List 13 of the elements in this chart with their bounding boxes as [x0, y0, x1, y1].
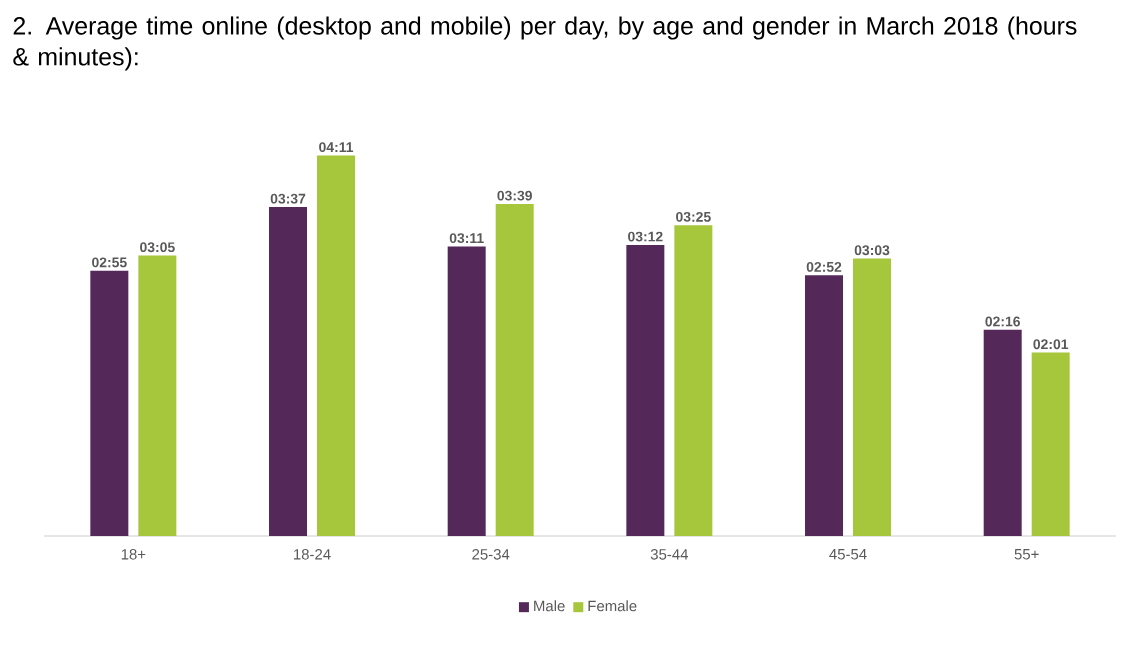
bar	[1031, 352, 1070, 536]
bar	[983, 329, 1022, 536]
bar	[805, 275, 844, 536]
bar	[317, 155, 356, 536]
bar	[674, 225, 713, 536]
bar	[853, 258, 892, 536]
bar	[138, 255, 177, 536]
bar	[626, 244, 665, 536]
bar	[90, 270, 129, 536]
bar	[269, 207, 308, 536]
bar	[447, 246, 486, 536]
chart-title: 2. Average time online (desktop and mobile) per day, by age and gender in March 2018 (hours & minutes):	[13, 16, 1077, 71]
bar	[495, 203, 534, 536]
